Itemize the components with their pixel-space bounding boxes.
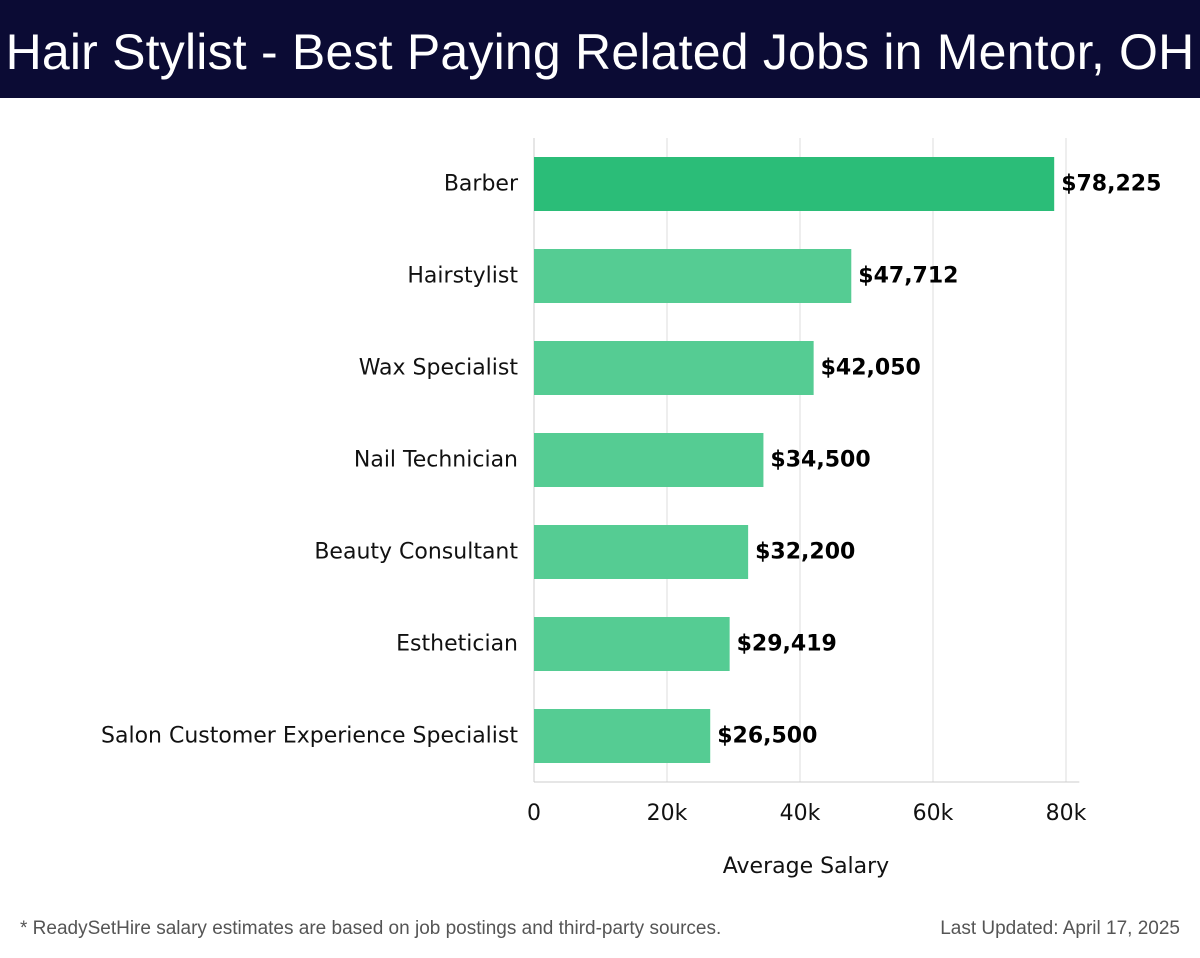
bar-5 bbox=[534, 525, 749, 579]
x-tick-label-0: 0 bbox=[527, 801, 541, 826]
x-tick-label-1: 20k bbox=[647, 801, 688, 826]
value-label-1: $78,225 bbox=[1061, 172, 1161, 197]
title-bar: Hair Stylist - Best Paying Related Jobs … bbox=[0, 0, 1200, 98]
bar-2 bbox=[534, 249, 852, 303]
value-label-5: $32,200 bbox=[755, 540, 855, 565]
category-label-4: Nail Technician bbox=[354, 448, 518, 473]
x-tick-label-2: 40k bbox=[780, 801, 821, 826]
category-label-1: Barber bbox=[444, 172, 519, 197]
bar-4 bbox=[534, 433, 764, 487]
x-axis-title: Average Salary bbox=[723, 854, 889, 879]
value-label-2: $47,712 bbox=[858, 264, 958, 289]
x-tick-label-4: 80k bbox=[1046, 801, 1087, 826]
bar-chart: Barber $78,225 Hairstylist $47,712 Wax Speci… bbox=[101, 138, 1161, 879]
category-label-5: Beauty Consultant bbox=[314, 540, 518, 565]
category-label-7: Salon Customer Experience Specialist bbox=[101, 724, 518, 749]
x-tick-label-3: 60k bbox=[913, 801, 954, 826]
value-label-4: $34,500 bbox=[770, 448, 870, 473]
bar-7 bbox=[534, 709, 711, 763]
bar-6 bbox=[534, 617, 730, 671]
value-label-6: $29,419 bbox=[737, 632, 837, 657]
category-label-3: Wax Specialist bbox=[359, 356, 519, 381]
footnote: * ReadySetHire salary estimates are base… bbox=[20, 918, 722, 939]
last-updated: Last Updated: April 17, 2025 bbox=[940, 918, 1180, 939]
category-label-6: Esthetician bbox=[396, 632, 518, 657]
bar-1 bbox=[534, 157, 1055, 211]
bar-3 bbox=[534, 341, 814, 395]
chart-title: Hair Stylist - Best Paying Related Jobs … bbox=[5, 24, 1195, 80]
category-label-2: Hairstylist bbox=[407, 264, 518, 289]
value-label-7: $26,500 bbox=[717, 724, 817, 749]
value-label-3: $42,050 bbox=[821, 356, 921, 381]
